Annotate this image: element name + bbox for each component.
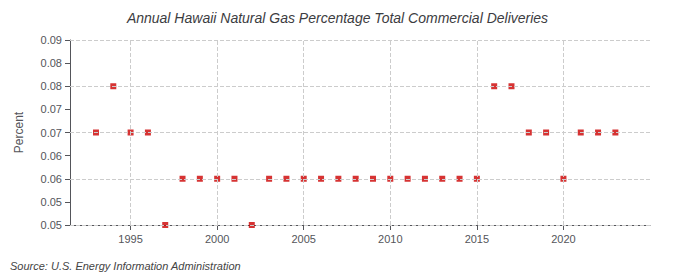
svg-text:2010: 2010 <box>378 233 402 245</box>
svg-text:2000: 2000 <box>205 233 229 245</box>
svg-text:1995: 1995 <box>118 233 142 245</box>
svg-text:0.08: 0.08 <box>41 57 62 69</box>
svg-text:2005: 2005 <box>291 233 315 245</box>
svg-text:0.07: 0.07 <box>41 103 62 115</box>
svg-text:0.06: 0.06 <box>41 173 62 185</box>
svg-text:Annual Hawaii Natural Gas Perc: Annual Hawaii Natural Gas Percentage Tot… <box>126 10 548 26</box>
svg-text:0.08: 0.08 <box>41 80 62 92</box>
svg-text:2020: 2020 <box>551 233 575 245</box>
svg-text:0.06: 0.06 <box>41 150 62 162</box>
svg-text:0.05: 0.05 <box>41 196 62 208</box>
svg-text:Source: U.S. Energy Informatio: Source: U.S. Energy Information Administ… <box>10 260 241 272</box>
svg-text:0.07: 0.07 <box>41 127 62 139</box>
svg-text:0.09: 0.09 <box>41 34 62 46</box>
svg-text:2015: 2015 <box>465 233 489 245</box>
svg-text:Percent: Percent <box>12 111 26 153</box>
svg-text:0.05: 0.05 <box>41 219 62 231</box>
